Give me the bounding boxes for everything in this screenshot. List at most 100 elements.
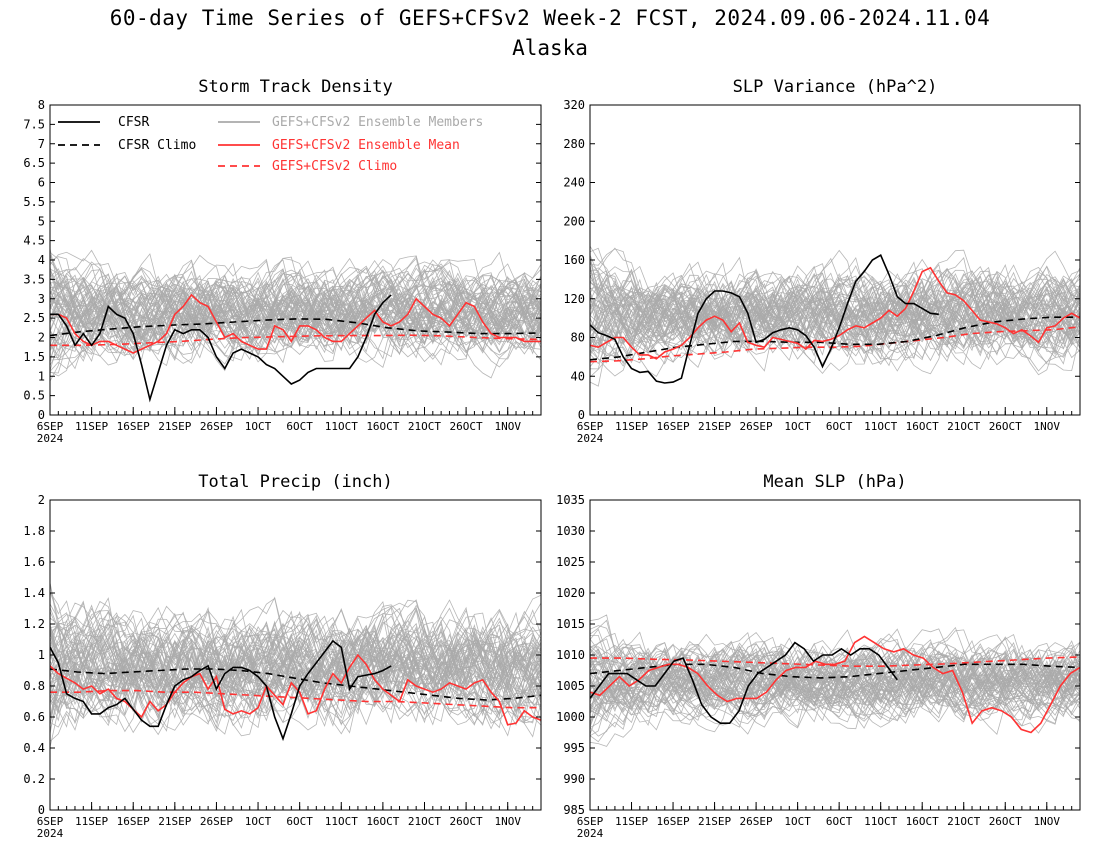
y-tick-label: 5 [38,214,45,228]
legend-members-label: GEFS+CFSv2 Ensemble Members [272,115,483,130]
panel-title: Storm Track Density [198,77,392,97]
x-tick-label: 16OCT [366,815,399,828]
plot-area [50,582,541,748]
ensemble-member-line [590,643,1080,708]
ensemble-member-line [50,273,541,358]
y-tick-label: 2 [38,331,45,345]
cfsr-line [50,294,392,403]
ensemble-member-line [50,259,541,361]
ensemble-member-line [590,265,1080,335]
ensemble-member-line [50,609,541,748]
y-tick-label: 2 [38,493,45,507]
y-tick-label: 6.5 [23,156,45,170]
y-tick-label: 1.2 [23,617,45,631]
y-tick-label: 1015 [556,617,585,631]
ensemble-member-line [50,255,541,361]
ensemble-member-line [590,265,1080,363]
y-tick-label: 0 [38,803,45,817]
y-tick-label: 4 [38,253,45,267]
y-tick-label: 1 [38,648,45,662]
ensemble-member-line [590,281,1080,353]
y-tick-label: 1000 [556,710,585,724]
cfsr-climo-line [590,663,1080,679]
chart-panel: Storm Track Density 0 0.5 1 1.5 2 2.5 3 3.5 4 4.5 5… [23,77,542,445]
y-tick-label: 80 [571,331,585,345]
ensemble-members [50,248,541,382]
y-tick-label: 1.4 [23,586,45,600]
x-tick-label: 6OCT [826,420,853,433]
ensemble-members [50,582,541,748]
plot-area [590,245,1080,387]
x-tick-label: 1OCT [245,815,272,828]
y-tick-label: 1005 [556,679,585,693]
ensemble-member-line [590,631,1080,702]
y-tick-label: 2.5 [23,311,45,325]
gefs-cfsv2-climo-line [590,326,1080,363]
x-tick-label: 11SEP [615,815,648,828]
x-tick-label: 1OCT [245,420,272,433]
x-tick-label: 1NOV [1034,815,1061,828]
ensemble-member-line [50,599,541,731]
ensemble-member-line [590,633,1080,714]
x-tick-label: 26SEP [740,420,773,433]
y-tick-label: 0 [38,408,45,422]
ensemble-members [590,245,1080,387]
gefs-cfsv2-climo-line [590,656,1080,668]
x-tick-label: 26SEP [200,815,233,828]
legend-cfsr-label: CFSR [118,115,149,130]
y-tick-label: 0.6 [23,710,45,724]
y-tick-label: 3 [38,292,45,306]
y-tick-label: 5.5 [23,195,45,209]
ensemble-member-line [590,642,1080,706]
y-tick-label: 4.5 [23,234,45,248]
y-tick-label: 0.2 [23,772,45,786]
x-tick-label: 26OCT [989,420,1022,433]
ensemble-member-line [50,597,541,725]
y-tick-label: 120 [563,292,585,306]
ensemble-member-line [590,265,1080,349]
plot-area [50,248,541,403]
y-tick-label: 200 [563,214,585,228]
x-tick-label: 26SEP [200,420,233,433]
ensemble-member-line [50,621,541,704]
x-tick-label: 21OCT [408,815,441,828]
chart-panel: SLP Variance (hPa^2) 0 40 80 120 160 200 240 280… [563,77,1081,445]
panel-title: Total Precip (inch) [198,472,392,492]
x-tick-label: 16SEP [656,815,689,828]
y-tick-label: 0.4 [23,741,45,755]
x-tick-label: 1NOV [1034,420,1061,433]
x-tick-label: 11OCT [325,815,358,828]
x-tick-label: 26OCT [450,420,483,433]
ensemble-member-line [50,623,541,724]
ensemble-member-line [590,646,1080,728]
ensemble-member-line [50,269,541,362]
x-tick-label: 6OCT [286,815,313,828]
x-tick-label: 21SEP [158,420,191,433]
cfsr-climo-line [50,668,541,701]
ensemble-member-line [50,617,541,732]
x-tick-label: 6OCT [826,815,853,828]
ensemble-member-line [590,275,1080,356]
y-tick-label: 7 [38,137,45,151]
x-tick-label: 6OCT [286,420,313,433]
ensemble-member-line [50,612,541,725]
panel-title: Mean SLP (hPa) [763,472,906,492]
ensemble-member-line [50,264,541,344]
x-tick-label: 26OCT [450,815,483,828]
ensemble-member-line [50,629,541,730]
x-tick-label: 16SEP [117,815,150,828]
ensemble-member-line [50,607,541,725]
y-tick-label: 0.5 [23,389,45,403]
figure-title: 60-day Time Series of GEFS+CFSv2 Week-2 … [109,6,991,30]
ensemble-member-line [590,642,1080,719]
x-tick-label: 1OCT [784,420,811,433]
chart-panel: Mean SLP (hPa) 985 990 995 1000 1005 1010 1015 1… [556,472,1081,840]
ensemble-member-line [590,636,1080,716]
x-tick-label: 11SEP [615,420,648,433]
ensemble-member-line [50,611,541,724]
x-tick-label: 21OCT [947,420,980,433]
y-tick-label: 0.8 [23,679,45,693]
y-tick-label: 320 [563,98,585,112]
figure-subtitle: Alaska [512,36,588,60]
x-tick-label: 16OCT [366,420,399,433]
